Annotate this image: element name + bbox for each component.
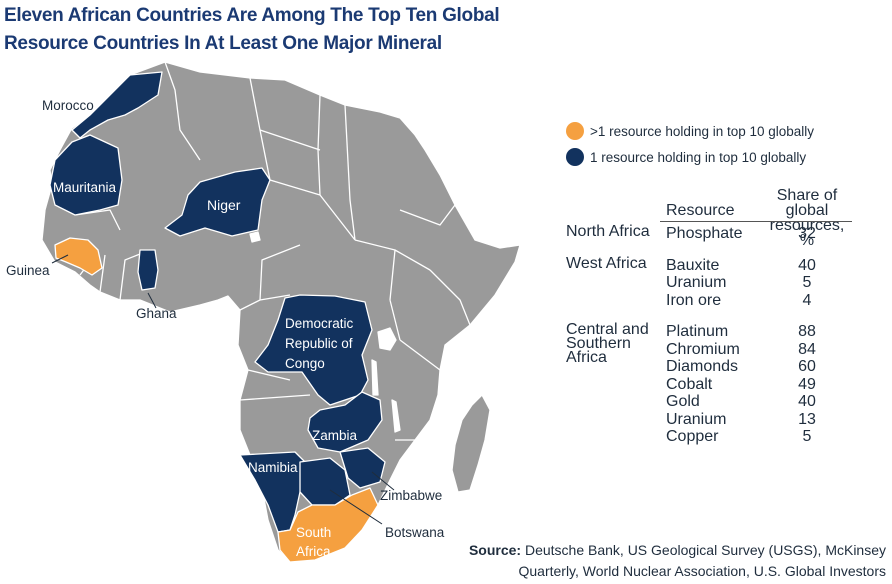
table-cell-share: 5 — [802, 428, 812, 445]
label-mauritania: Mauritania — [53, 180, 117, 195]
label-drc: Democratic Republic of Congo — [285, 316, 354, 371]
table-cell-resource: Cobalt — [666, 375, 713, 393]
label-zambia: Zambia — [312, 428, 358, 443]
label-south-africa: South Africa — [296, 525, 331, 559]
country-zambia — [307, 391, 383, 453]
table-cell-share: 13 — [798, 410, 816, 428]
table-cell-resource: Iron ore — [666, 291, 722, 309]
table-divider — [660, 221, 852, 222]
table-cell-resource: Diamonds — [666, 358, 739, 375]
table-cell-resource: Uranium — [666, 410, 727, 428]
country-zimbabwe — [339, 447, 386, 489]
source-text: Deutsche Bank, US Geological Survey (USG… — [518, 542, 886, 579]
table-region: Central and Southern Africa — [566, 321, 649, 366]
table-cell-resource: Bauxite — [666, 256, 720, 274]
leader-ghana — [147, 292, 157, 309]
legend: >1 resource holding in top 10 globally 1… — [566, 118, 814, 170]
table-cell-resource: Copper — [666, 428, 719, 445]
country-guinea — [54, 237, 103, 276]
country-drc — [254, 294, 373, 406]
legend-item-multi: >1 resource holding in top 10 globally — [566, 118, 814, 144]
table-cell-resource: Chromium — [666, 340, 740, 358]
leader-guinea — [51, 254, 69, 264]
label-botswana: Botswana — [385, 525, 445, 540]
label-ghana: Ghana — [136, 306, 177, 321]
label-niger: Niger — [207, 197, 241, 213]
source-note: Source: Deutsche Bank, US Geological Sur… — [466, 540, 886, 582]
source-label: Source: — [468, 542, 522, 558]
table-cell-share: 84 — [798, 340, 816, 358]
table-region: West Africa — [566, 254, 647, 272]
label-guinea: Guinea — [6, 263, 50, 278]
table-cell-resource: Platinum — [666, 323, 729, 340]
chart-title: Eleven African Countries Are Among The T… — [4, 5, 500, 54]
country-morocco — [71, 71, 163, 139]
table-cell-share: 49 — [798, 375, 816, 393]
table-region: North Africa — [566, 223, 650, 240]
label-morocco: Morocco — [42, 98, 94, 113]
label-zimbabwe: Zimbabwe — [380, 488, 442, 503]
table-cell-share: 40 — [798, 393, 816, 410]
leader-zimbabwe — [371, 471, 395, 491]
madagascar — [451, 394, 491, 493]
table-cell-share: 60 — [798, 358, 816, 375]
table-cell-resource: Phosphate — [666, 225, 743, 242]
table-cell-resource: Uranium — [666, 274, 727, 291]
country-mauritania — [49, 134, 123, 216]
table-cell-share: 4 — [802, 291, 812, 309]
legend-label-multi: >1 resource holding in top 10 globally — [590, 123, 815, 139]
table-cell-share: 88 — [798, 323, 816, 340]
country-namibia — [239, 451, 306, 533]
country-niger — [164, 167, 271, 237]
lake-chad — [249, 231, 261, 243]
legend-swatch-single — [566, 148, 584, 166]
leader-botswana — [329, 489, 383, 525]
legend-swatch-multi — [566, 122, 584, 140]
lake-tanganyika — [371, 359, 379, 396]
table-cell-resource: Gold — [666, 393, 700, 410]
lake-malawi — [391, 399, 401, 433]
table-header-resource: Resource — [666, 202, 735, 219]
country-ghana — [137, 249, 159, 291]
label-namibia: Namibia — [248, 460, 298, 475]
country-south-africa — [277, 487, 379, 563]
table-cell-share: 5 — [802, 274, 812, 291]
table-cell-share: 40 — [798, 256, 816, 274]
lake-victoria — [377, 327, 397, 351]
table-cell-share: 32 — [798, 225, 816, 242]
legend-item-single: 1 resource holding in top 10 globally — [566, 144, 814, 170]
legend-label-single: 1 resource holding in top 10 globally — [590, 149, 807, 165]
